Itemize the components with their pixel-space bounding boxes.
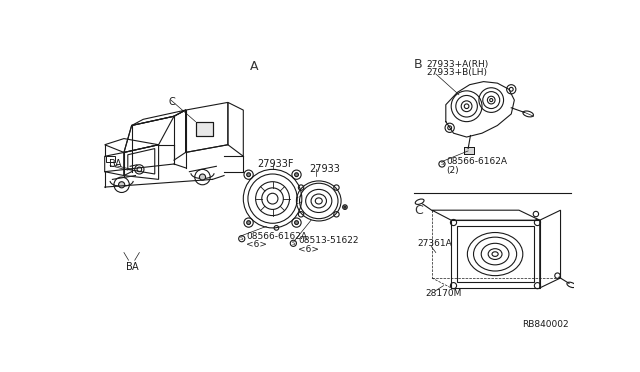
Text: B: B [126,262,133,272]
Text: A: A [250,60,258,73]
Text: C: C [414,204,423,217]
Text: A: A [115,159,122,169]
Bar [196,122,212,135]
Text: 27361A: 27361A [417,239,452,248]
Circle shape [246,173,250,177]
Text: <6>: <6> [246,240,268,249]
Text: A: A [132,262,139,272]
Text: S: S [440,161,444,167]
Circle shape [246,221,250,225]
Text: B: B [109,159,115,169]
Text: 27933+A(RH): 27933+A(RH) [427,60,489,69]
Text: 27933+B(LH): 27933+B(LH) [427,68,488,77]
Text: <6>: <6> [298,245,319,254]
Circle shape [200,174,205,180]
Text: 08566-6162A: 08566-6162A [447,157,508,166]
Circle shape [118,182,125,188]
Text: (2): (2) [447,166,460,174]
Circle shape [344,206,346,208]
Bar [106,156,115,163]
Text: C: C [168,97,175,107]
Text: S: S [292,241,295,246]
Bar [451,220,540,288]
Text: S: S [240,236,243,241]
Bar [458,226,534,282]
Bar [463,147,474,154]
Text: 28170M: 28170M [425,289,461,298]
Text: 08566-6162A: 08566-6162A [246,232,307,241]
Bar [196,122,212,135]
Text: 08513-51622: 08513-51622 [298,237,358,246]
Text: RB840002: RB840002 [522,320,569,329]
Bar [463,147,474,154]
Circle shape [294,221,298,225]
Text: 27933F: 27933F [257,158,294,169]
Text: 27933: 27933 [310,164,340,174]
Circle shape [294,173,298,177]
Text: B: B [414,58,423,71]
